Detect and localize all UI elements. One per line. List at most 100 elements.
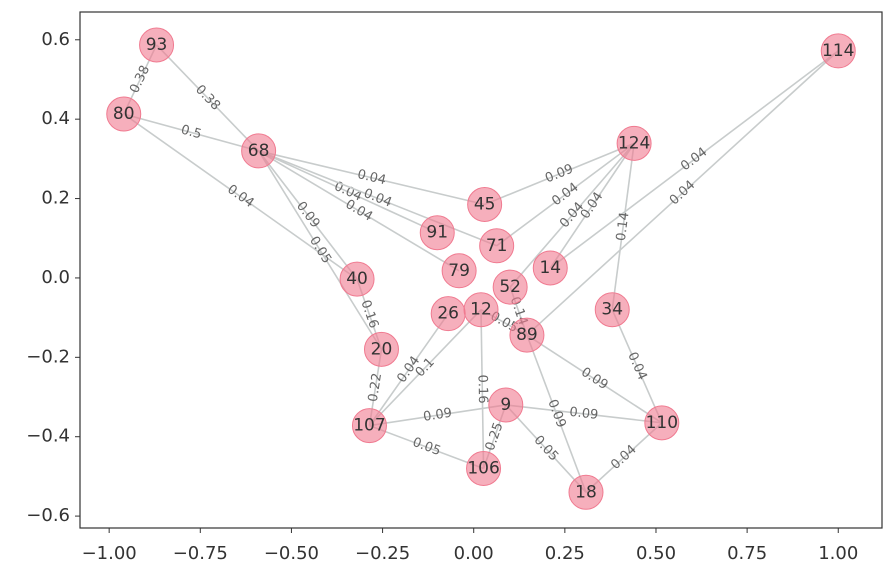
edge [257, 150, 383, 350]
x-tick-label: 0.00 [454, 543, 494, 564]
node-label: 124 [618, 133, 650, 153]
node-label: 45 [474, 195, 496, 215]
edge [368, 313, 449, 427]
edge-label: 0.16 [357, 298, 381, 330]
edge [611, 143, 635, 310]
node-label: 20 [371, 339, 393, 359]
node-label: 52 [499, 277, 521, 297]
node-label: 18 [575, 482, 597, 502]
edge-label: 0.05 [306, 234, 334, 267]
x-tick-label: −0.50 [264, 543, 319, 564]
node [509, 317, 545, 353]
edge-label: 0.05 [410, 435, 442, 459]
edge-label: 0.09 [578, 365, 610, 393]
node [106, 96, 142, 132]
node-label: 12 [470, 300, 492, 320]
y-tick-label: −0.2 [26, 346, 70, 367]
edge [611, 309, 663, 424]
node [644, 405, 680, 441]
edge [480, 309, 485, 469]
x-tick-label: 0.75 [727, 543, 767, 564]
node-label: 34 [601, 300, 623, 320]
edge [123, 113, 358, 280]
node [467, 187, 503, 223]
node [479, 228, 515, 264]
edge-label: 0.04 [224, 182, 256, 211]
edge-label: 0.5 [179, 123, 203, 143]
node [466, 450, 502, 486]
edge [484, 142, 635, 206]
edge [505, 404, 587, 493]
edge [258, 150, 460, 272]
plot-frame [79, 11, 883, 529]
node-label: 71 [486, 236, 508, 256]
x-tick-label: −0.75 [173, 543, 228, 564]
x-tick-label: 0.50 [636, 543, 676, 564]
edge [258, 150, 485, 206]
y-tick-label: 0.2 [41, 188, 70, 209]
edge [549, 142, 635, 269]
node [616, 125, 652, 161]
x-tick-label: −0.25 [355, 543, 410, 564]
edge-label: 0.09 [544, 397, 568, 429]
edge-label: 0.14 [614, 211, 633, 242]
edge-label: 0.22 [366, 372, 385, 403]
node [419, 215, 455, 251]
edge-label: 0.16 [475, 374, 490, 403]
node-label: 106 [467, 458, 499, 478]
y-tick-label: −0.4 [26, 426, 70, 447]
edge [258, 150, 438, 234]
edge [258, 150, 497, 247]
node-label: 68 [248, 141, 270, 161]
edge [526, 334, 663, 424]
edge [509, 142, 635, 288]
node [241, 133, 277, 169]
node [594, 292, 630, 328]
edge-label: 0.09 [422, 406, 453, 425]
node [568, 474, 604, 510]
node [820, 33, 856, 69]
node [339, 261, 375, 297]
edge [549, 50, 839, 269]
x-tick-label: −1.00 [82, 543, 137, 564]
node [139, 27, 175, 63]
edge [369, 424, 484, 470]
edge [368, 309, 482, 427]
y-tick-label: 0.4 [41, 108, 70, 129]
edges: 0.380.380.50.040.040.040.040.040.090.050… [123, 44, 839, 493]
node-label: 79 [448, 261, 470, 281]
edge [496, 142, 635, 247]
edge-label: 0.38 [127, 63, 153, 96]
edge [257, 150, 358, 280]
node [351, 408, 387, 444]
edge [155, 44, 260, 152]
node-label: 91 [426, 223, 448, 243]
x-tick-label: 0.25 [545, 543, 585, 564]
nodes: 93 80 68 114 124 45 91 71 79 14 52 40 34 26 12 89 20 9 110… [106, 27, 856, 510]
edge-label: 0.09 [569, 405, 599, 423]
edge-label: 0.04 [624, 350, 649, 383]
node [492, 269, 528, 305]
node-label: 40 [346, 269, 368, 289]
y-tick-label: 0.6 [41, 29, 70, 50]
node-label: 107 [353, 416, 385, 436]
y-tick-label: −0.6 [26, 505, 70, 526]
edge-label: 0.04 [356, 167, 388, 188]
node [363, 331, 399, 367]
x-tick-label: 1.00 [818, 543, 858, 564]
node [441, 253, 477, 289]
edge-label: 0.25 [483, 421, 507, 453]
node-label: 26 [437, 304, 459, 324]
node-label: 80 [113, 104, 135, 124]
edge-label: 0.04 [678, 145, 710, 174]
y-tick-label: 0.0 [41, 267, 70, 288]
edge [505, 404, 662, 424]
node-label: 93 [146, 35, 168, 55]
edge [526, 334, 587, 493]
node-label: 110 [646, 413, 678, 433]
node [532, 250, 568, 286]
node-label: 14 [539, 258, 561, 278]
edge [526, 50, 839, 336]
node [488, 387, 524, 423]
